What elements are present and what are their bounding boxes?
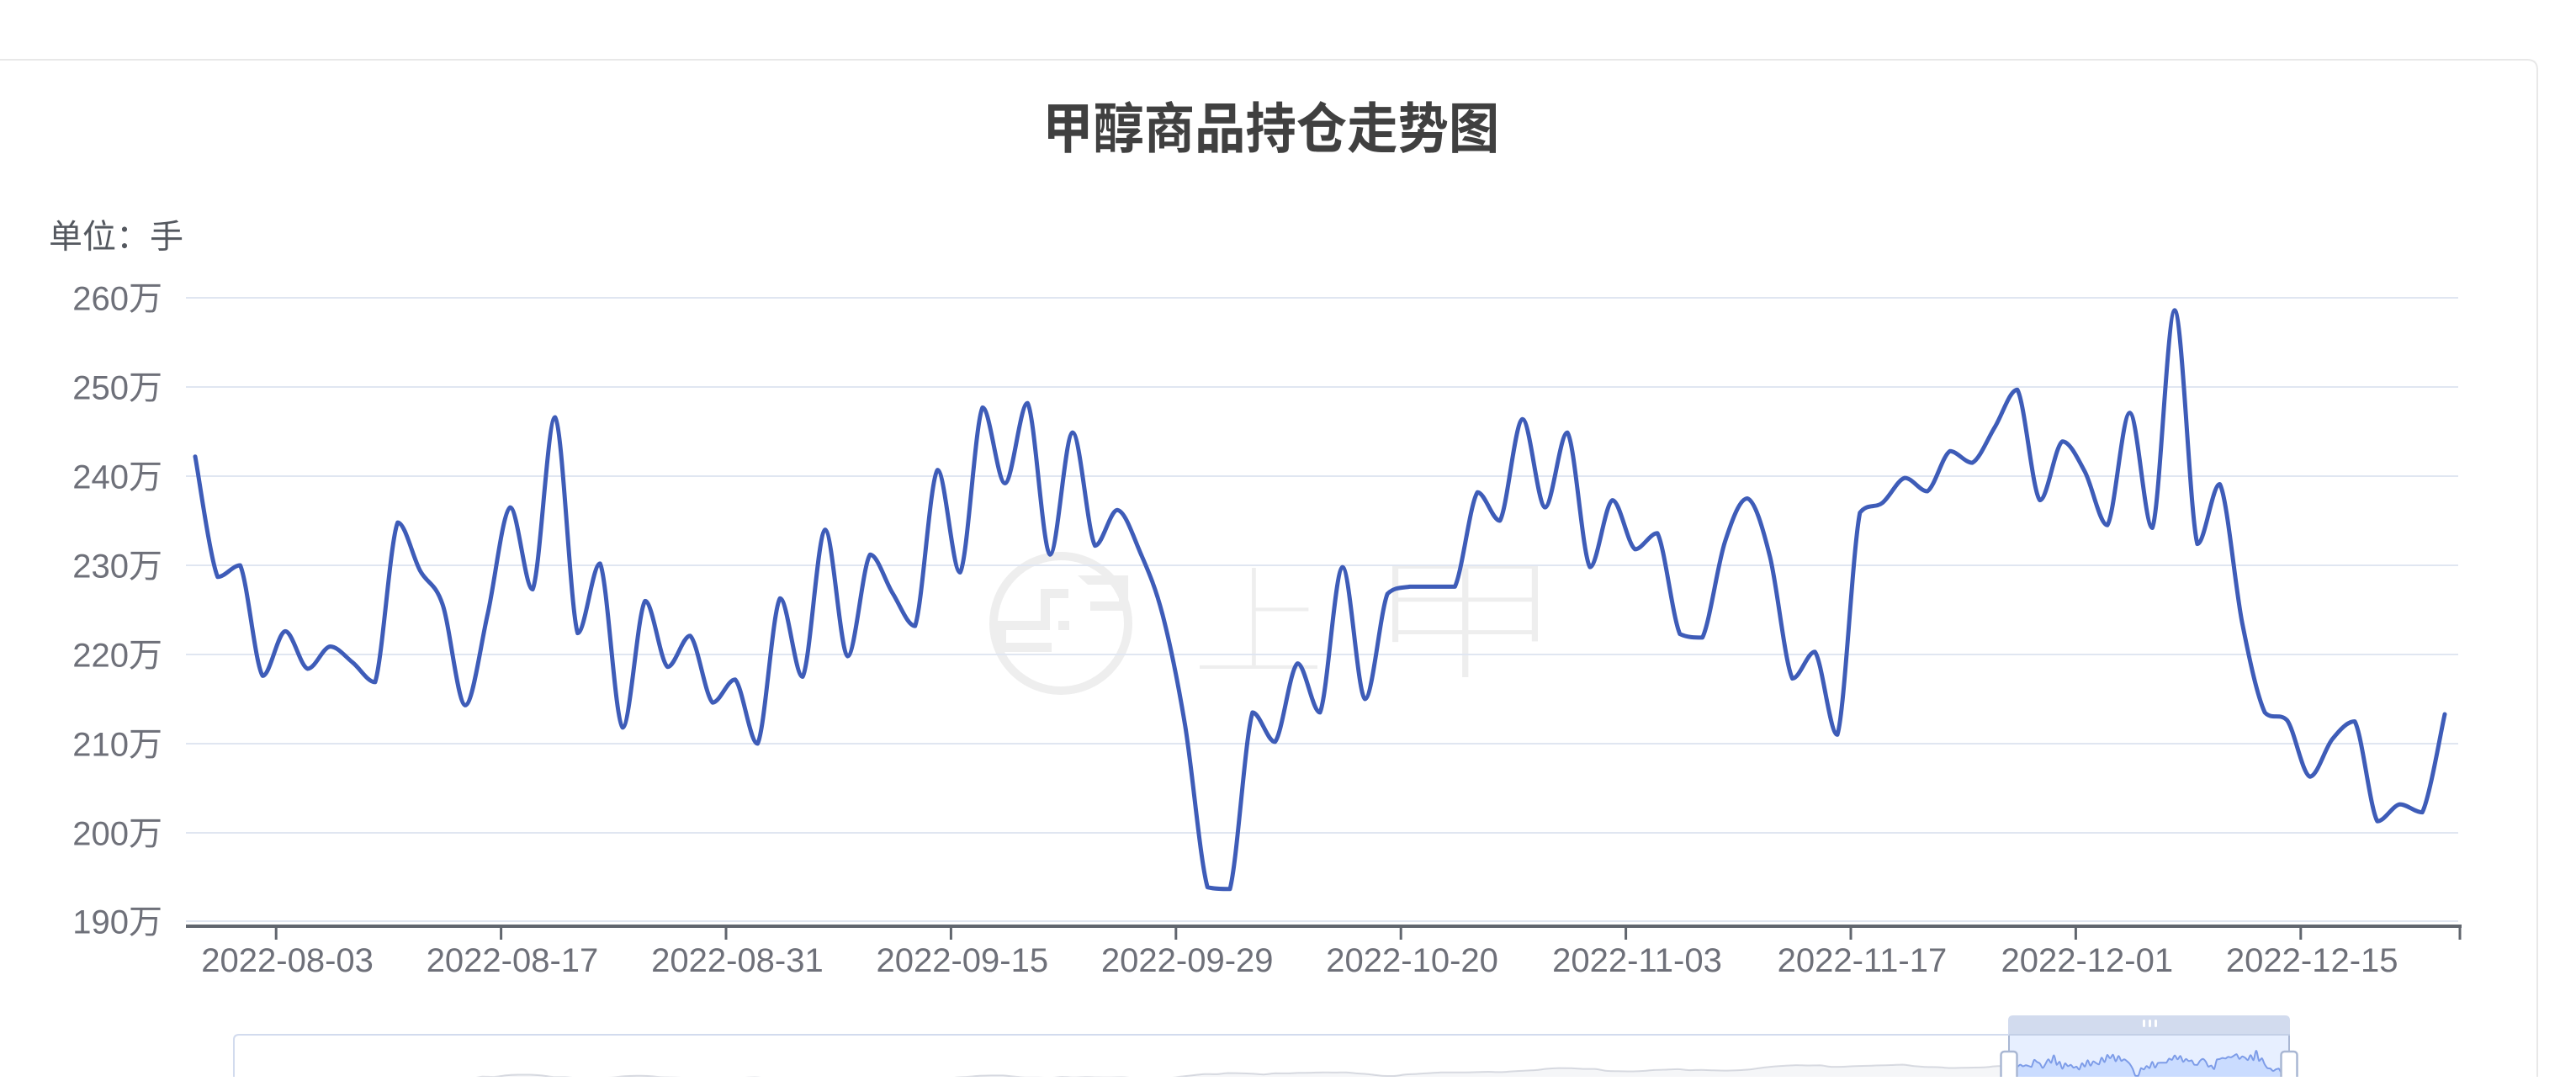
svg-text:230: 230	[72, 548, 129, 586]
svg-text:2022-09-15: 2022-09-15	[876, 942, 1048, 979]
svg-text:2022-09-29: 2022-09-29	[1101, 942, 1274, 979]
svg-text:190: 190	[72, 904, 129, 941]
svg-text:2022-11-17: 2022-11-17	[1778, 942, 1948, 979]
svg-text:2022-12-15: 2022-12-15	[2226, 942, 2398, 979]
svg-text:2022-10-20: 2022-10-20	[1326, 942, 1498, 979]
svg-text:2022-08-03: 2022-08-03	[201, 942, 374, 979]
svg-text:200: 200	[72, 816, 129, 853]
svg-text:2022-12-01: 2022-12-01	[2001, 942, 2173, 979]
svg-text:2022-11-03: 2022-11-03	[1552, 942, 1722, 979]
svg-text:2022-08-17: 2022-08-17	[427, 942, 599, 979]
svg-text:210: 210	[72, 727, 129, 764]
svg-text:260: 260	[72, 281, 129, 318]
svg-text:2022-08-31: 2022-08-31	[651, 942, 824, 979]
svg-text:220: 220	[72, 638, 129, 675]
svg-text:240: 240	[72, 459, 129, 496]
svg-text:250: 250	[72, 370, 129, 407]
